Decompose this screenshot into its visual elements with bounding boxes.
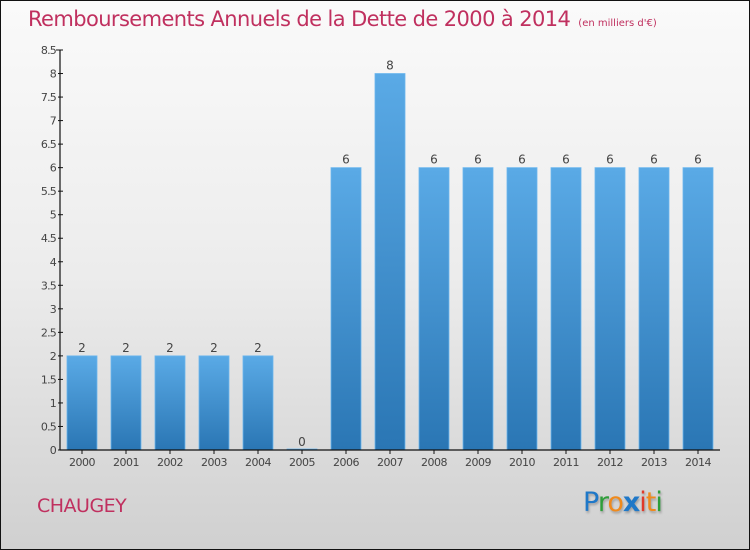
x-tick-label-2012: 2012 [597,456,623,469]
y-tick-label-1.5: 1.5 [41,373,57,386]
data-label-2005: 0 [298,435,306,449]
bar-2006 [330,167,362,451]
data-label-2007: 8 [386,59,394,73]
y-tick-label-8: 8 [50,68,57,81]
bar-2010 [506,167,538,451]
data-label-2013: 6 [650,153,658,167]
y-tick-label-6: 6 [50,162,57,175]
data-label-2003: 2 [210,341,218,355]
bar-2000 [66,355,98,451]
bar-2007 [374,73,406,451]
data-label-2011: 6 [562,153,570,167]
bar-2011 [550,167,582,451]
y-tick-label-5.5: 5.5 [41,185,57,198]
y-tick-label-7.5: 7.5 [41,91,57,104]
y-tick-label-5: 5 [50,209,57,222]
data-label-2008: 6 [430,153,438,167]
chart-subtitle: (en milliers d'€) [578,18,657,29]
data-label-2006: 6 [342,153,350,167]
y-tick-label-7: 7 [50,115,57,128]
x-tick-label-2006: 2006 [333,456,359,469]
data-label-2009: 6 [474,153,482,167]
proxiti-logo[interactable]: Proxiti [583,487,663,518]
y-tick-label-2.5: 2.5 [41,326,57,339]
x-tick-label-2005: 2005 [289,456,315,469]
bar-2014 [682,167,714,451]
data-label-2012: 6 [606,153,614,167]
x-axis: 2000 2001 2002 2003 2004 2005 2006 2007 2008 2009… [60,449,720,469]
y-tick-label-0: 0 [50,444,57,457]
y-axis: 0 0.5 1 1.5 2 2.5 3 3.5 4 4.5 5 5.5 6 6.5 7 7.5 8 8.5 [41,44,63,457]
commune-name: CHAUGEY [37,495,127,517]
x-tick-label-2013: 2013 [641,456,667,469]
y-tick-label-4.5: 4.5 [41,232,57,245]
y-tick-label-3.5: 3.5 [41,279,57,292]
x-tick-label-2000: 2000 [69,456,95,469]
y-tick-label-1: 1 [50,397,56,410]
y-tick-label-3: 3 [50,303,57,316]
x-tick-label-2008: 2008 [421,456,447,469]
data-label-2002: 2 [166,341,174,355]
data-label-2014: 6 [694,153,702,167]
x-tick-label-2009: 2009 [465,456,491,469]
chart-title-text: Remboursements Annuels de la Dette de 20… [28,7,571,31]
bar-2009 [462,167,494,451]
y-tick-label-4: 4 [50,256,57,269]
x-tick-label-2007: 2007 [377,456,403,469]
y-tick-label-6.5: 6.5 [41,138,57,151]
data-label-2004: 2 [254,341,262,355]
x-tick-label-2001: 2001 [113,456,139,469]
bar-2008 [418,167,450,451]
bar-2003 [198,355,230,451]
bar-2004 [242,355,274,451]
data-labels-group: 2 2 2 2 2 0 6 8 6 6 6 6 6 6 6 [78,59,702,449]
logo-letter: t [645,487,657,518]
logo-letter: o [607,487,624,518]
bar-2012 [594,167,626,451]
bar-2001 [110,355,142,451]
y-tick-label-2: 2 [50,350,56,363]
bar-2013 [638,167,670,451]
logo-letter: r [597,487,608,518]
logo-letter: i [655,487,662,518]
data-label-2010: 6 [518,153,526,167]
x-tick-label-2004: 2004 [245,456,271,469]
logo-letter: x [622,487,640,518]
chart-title: Remboursements Annuels de la Dette de 20… [28,7,657,31]
data-label-2001: 2 [122,341,130,355]
x-tick-label-2014: 2014 [685,456,711,469]
x-tick-label-2010: 2010 [509,456,535,469]
logo-letter: i [639,487,646,518]
y-tick-label-8.5: 8.5 [41,44,57,57]
bar-2002 [154,355,186,451]
bars-group [66,73,714,451]
y-tick-label-0.5: 0.5 [41,420,57,433]
data-label-2000: 2 [78,341,86,355]
x-tick-label-2011: 2011 [553,456,579,469]
logo-letter: P [583,487,599,518]
x-tick-label-2002: 2002 [157,456,183,469]
x-tick-label-2003: 2003 [201,456,227,469]
